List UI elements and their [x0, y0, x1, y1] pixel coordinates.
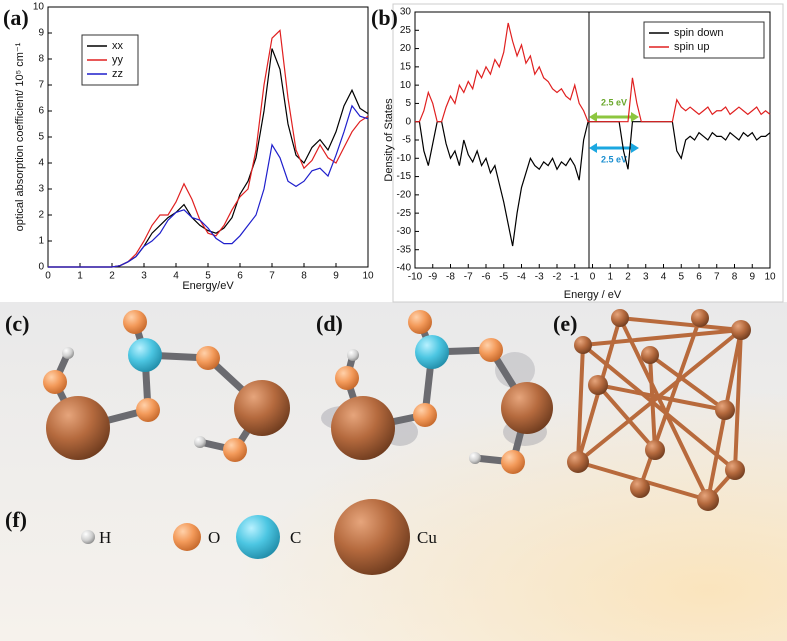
molecule-d [321, 310, 553, 474]
x-tick-label: -1 [570, 272, 579, 283]
x-tick-label: -7 [464, 272, 473, 283]
legend-label: zz [112, 68, 123, 80]
y-tick-label: -15 [397, 171, 412, 182]
x-tick-label: 9 [333, 271, 339, 282]
x-tick-label: -10 [408, 272, 423, 283]
y-tick-label: 15 [400, 61, 412, 72]
y-tick-label: 0 [38, 262, 44, 273]
y-tick-label: -25 [397, 208, 412, 219]
x-tick-label: 2 [625, 272, 631, 283]
x-tick-label: 3 [141, 271, 147, 282]
x-tick-label: 2 [109, 271, 115, 282]
panel-label: (c) [5, 311, 29, 336]
y-tick-label: 10 [33, 2, 45, 13]
y-tick-label: 6 [38, 106, 44, 117]
panel-label: (f) [5, 507, 27, 532]
cluster-e [567, 309, 751, 511]
x-tick-label: 9 [749, 272, 755, 283]
x-tick-label: 4 [661, 272, 667, 283]
y-axis-label: Density of States [383, 98, 395, 182]
y-tick-label: 25 [400, 25, 412, 36]
x-tick-label: 6 [696, 272, 702, 283]
scene-glow [0, 302, 787, 641]
x-tick-label: 3 [643, 272, 649, 283]
y-tick-label: -5 [402, 135, 411, 146]
x-tick-label: 7 [714, 272, 720, 283]
y-tick-label: -35 [397, 244, 412, 255]
x-tick-label: -2 [553, 272, 562, 283]
legend-label: yy [112, 54, 124, 66]
atom-c [236, 515, 280, 559]
x-tick-label: 5 [205, 271, 211, 282]
panel-label: (d) [316, 311, 343, 336]
x-tick-label: 7 [269, 271, 275, 282]
x-tick-label: -3 [535, 272, 544, 283]
atom-label: C [290, 528, 301, 547]
legend-box [643, 21, 765, 59]
x-tick-label: 5 [678, 272, 684, 283]
gap-arrow-head [589, 112, 597, 122]
y-tick-label: 30 [400, 7, 412, 18]
x-tick-label: 8 [732, 272, 738, 283]
y-tick-label: 8 [38, 54, 44, 65]
molecule-c [43, 310, 290, 462]
legend-label: spin down [674, 27, 724, 39]
x-axis-label: Energy/eV [182, 280, 234, 292]
y-tick-label: 3 [38, 184, 44, 195]
x-tick-label: 10 [764, 272, 776, 283]
x-tick-label: 1 [607, 272, 613, 283]
x-tick-label: -8 [446, 272, 455, 283]
panel-label: (b) [371, 5, 398, 30]
y-tick-label: 0 [405, 116, 411, 127]
panel-label: (a) [3, 5, 29, 30]
y-tick-label: 20 [400, 43, 412, 54]
series-line [415, 121, 771, 247]
x-tick-label: 6 [237, 271, 243, 282]
atom-cu [334, 499, 410, 575]
y-tick-label: 9 [38, 28, 44, 39]
panel-b-frame [392, 3, 784, 303]
y-tick-label: 4 [38, 158, 44, 169]
y-tick-label: 2 [38, 210, 44, 221]
x-tick-label: -4 [517, 272, 526, 283]
annotation: 2.5 eV [601, 154, 627, 164]
y-tick-label: -30 [397, 226, 412, 237]
legend-label: xx [112, 40, 124, 52]
legend-label: spin up [674, 41, 709, 53]
series-line [48, 104, 369, 268]
y-tick-label: 5 [405, 98, 411, 109]
x-tick-label: 1 [77, 271, 83, 282]
gap-arrow-head [589, 143, 597, 153]
x-tick-label: 0 [45, 271, 51, 282]
x-tick-label: 4 [173, 271, 179, 282]
x-tick-label: 10 [362, 271, 374, 282]
y-axis-label: optical absorption coefficient/ 10⁵ cm⁻¹ [14, 42, 26, 231]
x-tick-label: 0 [590, 272, 596, 283]
x-tick-label: 8 [301, 271, 307, 282]
x-tick-label: -9 [428, 272, 437, 283]
x-tick-label: -5 [499, 272, 508, 283]
gap-arrow-head [631, 112, 639, 122]
x-axis-label: Energy / eV [564, 289, 622, 301]
y-tick-label: 5 [38, 132, 44, 143]
x-tick-label: -6 [482, 272, 491, 283]
y-tick-label: 10 [400, 80, 412, 91]
y-tick-label: -40 [397, 263, 412, 274]
atom-label: O [208, 528, 220, 547]
panel-label: (e) [553, 311, 577, 336]
gap-arrow-head [631, 143, 639, 153]
annotation: 2.5 eV [601, 97, 627, 107]
atom-h [81, 530, 95, 544]
series-line [415, 22, 771, 123]
y-tick-label: -10 [397, 153, 412, 164]
atom-o [173, 523, 201, 551]
y-tick-label: 1 [38, 236, 44, 247]
y-tick-label: -20 [397, 189, 412, 200]
atom-label: Cu [417, 528, 437, 547]
atom-label: H [99, 528, 111, 547]
y-tick-label: 7 [38, 80, 44, 91]
